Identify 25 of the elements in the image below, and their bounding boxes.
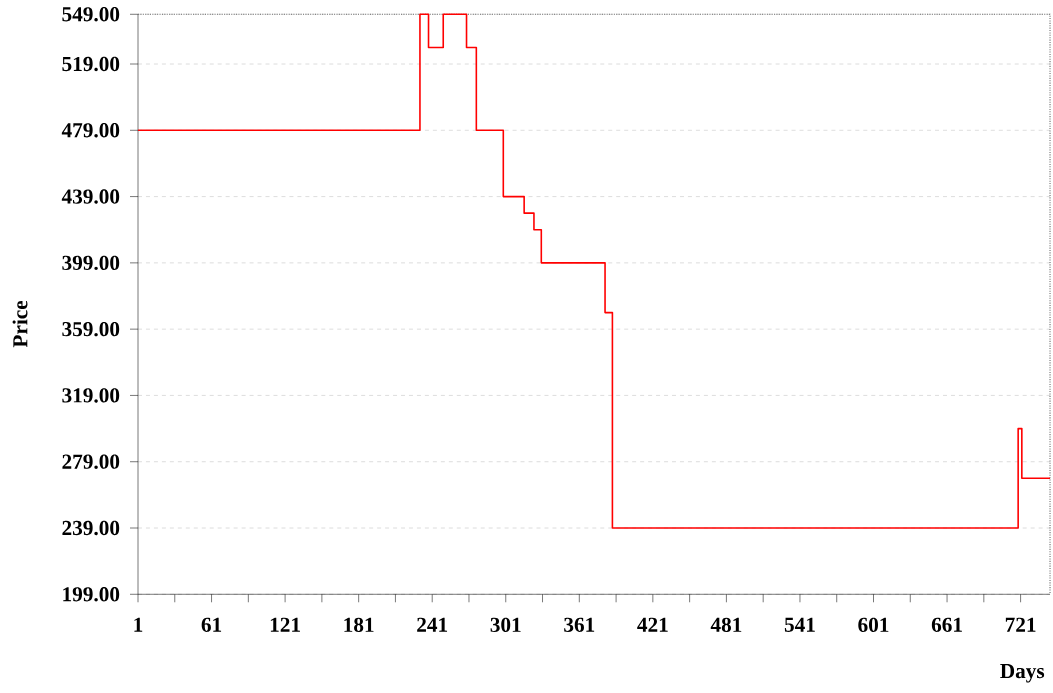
x-tick-label: 601 [858,617,889,632]
x-tick-label: 61 [201,617,222,632]
y-tick-label: 239.00 [62,520,120,536]
x-tick-label: 121 [270,617,300,632]
x-tick-label: 421 [637,617,668,632]
x-tick-label: 481 [710,617,742,632]
y-tick-label: 279.00 [62,454,120,469]
y-axis-title: Price [12,300,28,348]
y-tick-label: 199.00 [63,586,120,602]
x-tick-label: 241 [417,617,448,632]
x-tick-label: 361 [564,617,595,632]
x-tick-label: 541 [784,617,815,632]
x-tick-label: 721 [1005,617,1036,632]
y-tick-label: 519.00 [62,56,120,72]
x-tick-label: 301 [490,617,521,632]
y-tick-label: 319.00 [62,388,120,403]
x-tick-label: 661 [931,617,962,632]
x-tick-label: 181 [344,617,374,632]
y-tick-label: 479.00 [61,122,120,138]
y-tick-label: 549.00 [62,6,120,22]
x-axis-title: Days [1000,663,1045,683]
y-tick-label: 359.00 [62,321,120,337]
y-tick-label: 399.00 [62,255,120,270]
x-tick-label: 1 [134,617,143,632]
y-tick-label: 439.00 [61,189,120,204]
